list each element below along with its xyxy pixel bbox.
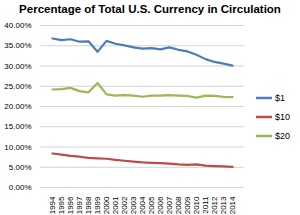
svg-text:15.00%: 15.00% bbox=[4, 122, 31, 131]
html-text:$1: $1 bbox=[275, 93, 285, 103]
svg-text:1999: 1999 bbox=[93, 196, 102, 214]
svg-text:2014: 2014 bbox=[228, 196, 237, 214]
svg-text:2001: 2001 bbox=[111, 196, 120, 214]
svg-text:1994: 1994 bbox=[48, 196, 57, 214]
svg-text:1996: 1996 bbox=[66, 196, 75, 214]
svg-text:2011: 2011 bbox=[201, 196, 210, 214]
html-text:Percentage of Total U.S. Curre: Percentage of Total U.S. Currency in Cir… bbox=[19, 3, 281, 15]
svg-text:2002: 2002 bbox=[120, 196, 129, 214]
svg-text:2008: 2008 bbox=[174, 196, 183, 214]
svg-text:2012: 2012 bbox=[210, 196, 219, 214]
svg-text:2007: 2007 bbox=[165, 196, 174, 214]
svg-text:2010: 2010 bbox=[192, 196, 201, 214]
svg-text:0.00%: 0.00% bbox=[9, 183, 32, 192]
svg-text:2003: 2003 bbox=[129, 196, 138, 214]
svg-text:1998: 1998 bbox=[84, 196, 93, 214]
svg-text:25.00%: 25.00% bbox=[4, 82, 31, 91]
svg-text:2004: 2004 bbox=[138, 196, 147, 214]
svg-text:40.00%: 40.00% bbox=[4, 21, 31, 30]
svg-text:1997: 1997 bbox=[75, 196, 84, 214]
svg-text:2000: 2000 bbox=[102, 196, 111, 214]
svg-text:2005: 2005 bbox=[147, 196, 156, 214]
html-text:$20: $20 bbox=[275, 131, 290, 141]
svg-text:30.00%: 30.00% bbox=[4, 62, 31, 71]
svg-text:2009: 2009 bbox=[183, 196, 192, 214]
svg-text:2006: 2006 bbox=[156, 196, 165, 214]
html-text:$10: $10 bbox=[275, 112, 290, 122]
svg-text:10.00%: 10.00% bbox=[4, 143, 31, 152]
svg-text:20.00%: 20.00% bbox=[4, 102, 31, 111]
svg-text:5.00%: 5.00% bbox=[9, 163, 32, 172]
svg-text:35.00%: 35.00% bbox=[4, 41, 31, 50]
svg-text:2013: 2013 bbox=[219, 196, 228, 214]
svg-text:1995: 1995 bbox=[57, 196, 66, 214]
